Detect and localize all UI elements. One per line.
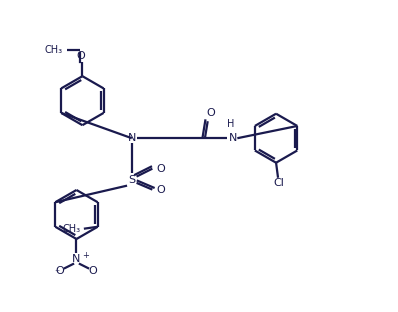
Text: O: O: [89, 266, 98, 275]
Text: N: N: [128, 133, 136, 143]
Text: N: N: [72, 254, 81, 264]
Text: O: O: [76, 51, 85, 61]
Text: H: H: [227, 119, 234, 129]
Text: Cl: Cl: [273, 178, 284, 188]
Text: +: +: [82, 251, 89, 261]
Text: ⁻: ⁻: [54, 268, 59, 278]
Text: O: O: [207, 108, 215, 118]
Text: O: O: [156, 185, 165, 195]
Text: CH₃: CH₃: [62, 224, 80, 234]
Text: S: S: [128, 175, 135, 185]
Text: CH₃: CH₃: [45, 46, 62, 56]
Text: O: O: [55, 266, 64, 275]
Text: O: O: [156, 164, 165, 174]
Text: N: N: [228, 133, 237, 143]
